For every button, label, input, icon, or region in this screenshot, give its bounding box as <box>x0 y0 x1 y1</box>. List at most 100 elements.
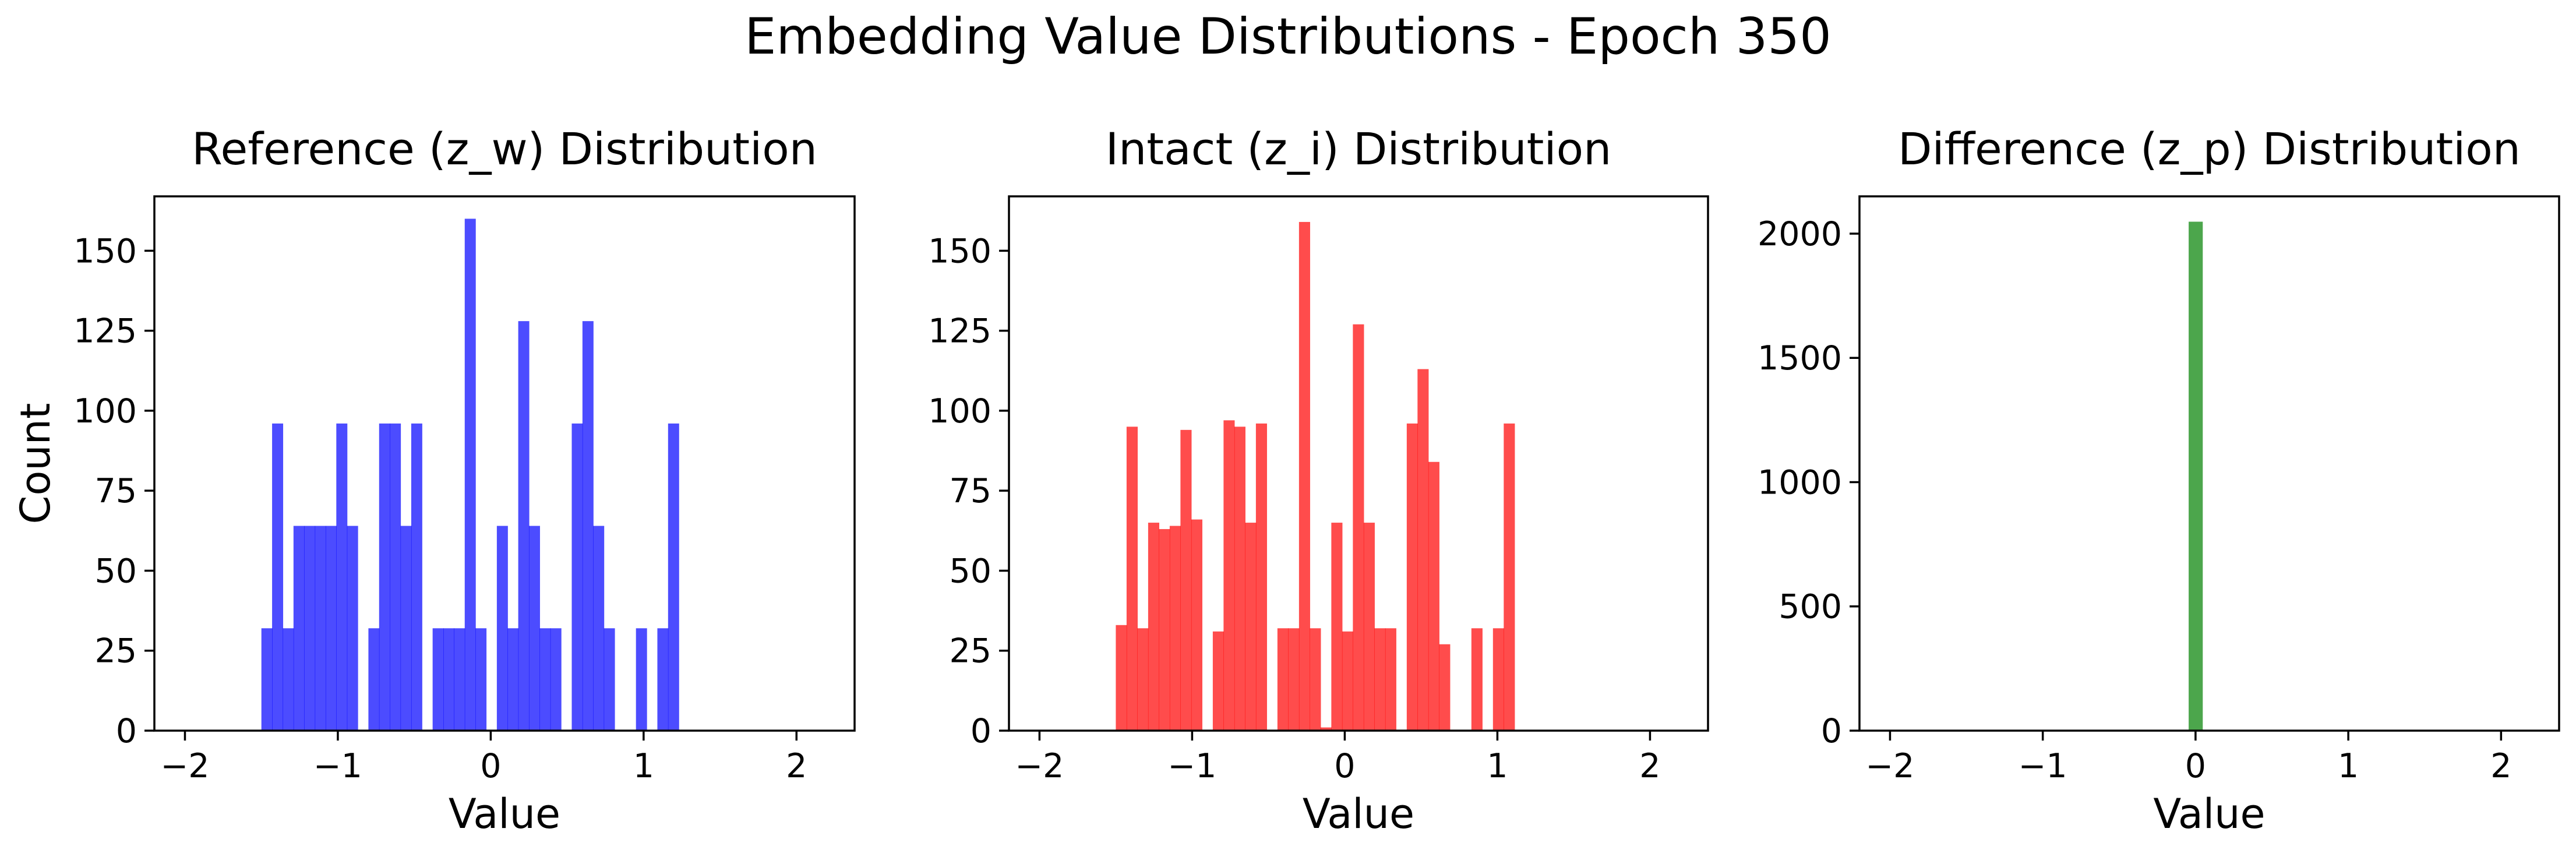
x-tick-label: −1 <box>313 747 362 785</box>
histogram-bar <box>304 526 316 731</box>
histogram-bar <box>1288 628 1300 731</box>
histogram-bar <box>571 423 583 731</box>
subplot-title: Difference (z_p) Distribution <box>1898 123 2521 175</box>
histogram-bar <box>368 628 380 731</box>
histogram-bars <box>2189 221 2203 731</box>
histogram-bar <box>1331 523 1343 731</box>
x-tick-label: 2 <box>2490 747 2511 785</box>
histogram-bar <box>1180 429 1192 731</box>
x-tick-label: −1 <box>1167 747 1216 785</box>
histogram-bar <box>454 628 465 731</box>
y-tick-label: 1000 <box>1758 463 1842 502</box>
histogram-bar <box>1428 461 1439 731</box>
histogram-bar <box>1255 423 1267 731</box>
histogram-bar <box>1342 631 1353 731</box>
histogram-bar <box>1310 628 1321 731</box>
histogram-bar <box>1148 523 1159 731</box>
x-tick-label: 2 <box>1639 747 1660 785</box>
y-tick-label: 0 <box>1821 712 1842 750</box>
histogram-bar <box>1277 628 1289 731</box>
histogram-bar <box>604 628 615 731</box>
histogram-bar <box>1374 628 1386 731</box>
histogram-bar <box>261 628 273 731</box>
subplot-title: Intact (z_i) Distribution <box>1106 123 1612 175</box>
y-tick-label: 25 <box>949 632 991 671</box>
axes-frame <box>1008 195 1709 732</box>
histogram-bar <box>668 423 679 731</box>
subplot-3: −2 −1 0 1 2 0 500 1000 1500 2000 Difference (z_p) … <box>1758 123 2560 838</box>
y-tick-label: 50 <box>949 552 991 590</box>
histogram-bar <box>1406 423 1418 731</box>
histogram-bar <box>400 526 412 731</box>
histogram-bar <box>2189 221 2203 731</box>
histogram-bar <box>336 423 348 731</box>
y-tick-label: 75 <box>949 472 991 510</box>
histogram-bar <box>1417 369 1429 731</box>
histogram-bar <box>379 423 390 731</box>
histogram-bar <box>507 628 519 731</box>
histogram-bar <box>1298 221 1310 731</box>
x-tick-label: 2 <box>786 747 807 785</box>
histogram-bar <box>1471 628 1483 731</box>
subplots: −2 −1 0 1 2 0 25 50 75 1 0 0 125 150 Reference (z_w) D… <box>12 123 2560 838</box>
histogram-bar <box>593 526 605 731</box>
histogram-bar <box>1159 529 1170 731</box>
y-tick-label: 50 <box>94 552 137 590</box>
x-tick-label: 0 <box>2185 747 2206 785</box>
y-tick-label: 25 <box>94 632 137 671</box>
y-tick-label: 1500 <box>1758 339 1842 378</box>
subplot-2: −2 −1 0 1 2 0 25 50 75 100 125 150 Intact (z_i) Dist… <box>928 123 1709 838</box>
histogram-bar <box>1137 628 1149 731</box>
histogram-bar <box>411 423 422 731</box>
y-tick-label: 75 <box>94 472 137 510</box>
histogram-bar <box>1504 423 1515 731</box>
y-tick-label: 150 <box>73 232 137 270</box>
histogram-bar <box>1245 523 1257 731</box>
histogram-bar <box>1191 519 1202 731</box>
histogram-bar <box>293 526 305 731</box>
histogram-bars <box>1116 221 1515 731</box>
histogram-bar <box>315 526 326 731</box>
histogram-bar <box>443 628 454 731</box>
x-tick-label: −1 <box>2019 747 2067 785</box>
histogram-bar <box>272 423 284 731</box>
x-tick-label: −2 <box>160 747 209 785</box>
histogram-bar <box>475 628 487 731</box>
y-tick-label: 0 <box>116 712 137 750</box>
y-tick-label: 2000 <box>1758 215 1842 253</box>
x-axis-label: Value <box>449 790 560 838</box>
histogram-bar <box>657 628 669 731</box>
histogram-bar <box>1353 324 1364 731</box>
histogram-bar <box>1223 420 1235 731</box>
histogram-bar <box>1234 426 1245 731</box>
figure-title: Embedding Value Distributions - Epoch 35… <box>744 8 1832 66</box>
y-tick-label: 500 <box>1779 588 1842 626</box>
y-tick-label: 125 <box>928 312 991 351</box>
x-axis-label: Value <box>1303 790 1414 838</box>
histogram-bar <box>347 526 358 731</box>
histogram-bar <box>1212 631 1224 731</box>
histogram-bar <box>496 526 508 731</box>
x-tick-label: 1 <box>2338 747 2359 785</box>
y-axis-label: Count <box>12 403 59 524</box>
subplot-title: Reference (z_w) Distribution <box>192 123 817 175</box>
x-tick-label: 1 <box>633 747 654 785</box>
x-tick-label: −2 <box>1865 747 1914 785</box>
histogram-bar <box>283 628 294 731</box>
histogram-bar <box>518 321 530 731</box>
histogram-bar <box>550 628 562 731</box>
histogram-bar <box>582 321 594 731</box>
histogram-bar <box>1492 628 1504 731</box>
subplot-1: −2 −1 0 1 2 0 25 50 75 100 125 150 Reference (z_w) D… <box>12 123 856 838</box>
histogram-bars <box>261 218 679 731</box>
histogram-bar <box>1385 628 1396 731</box>
y-tick-label: 0 <box>971 712 991 750</box>
histogram-bar <box>390 423 401 731</box>
histogram-bar <box>1126 426 1138 731</box>
histogram-bar <box>1116 625 1127 731</box>
histogram-bar <box>1439 644 1451 731</box>
histogram-bar <box>432 628 444 731</box>
x-axis-label: Value <box>2153 790 2265 838</box>
histogram-bar <box>1169 526 1181 731</box>
